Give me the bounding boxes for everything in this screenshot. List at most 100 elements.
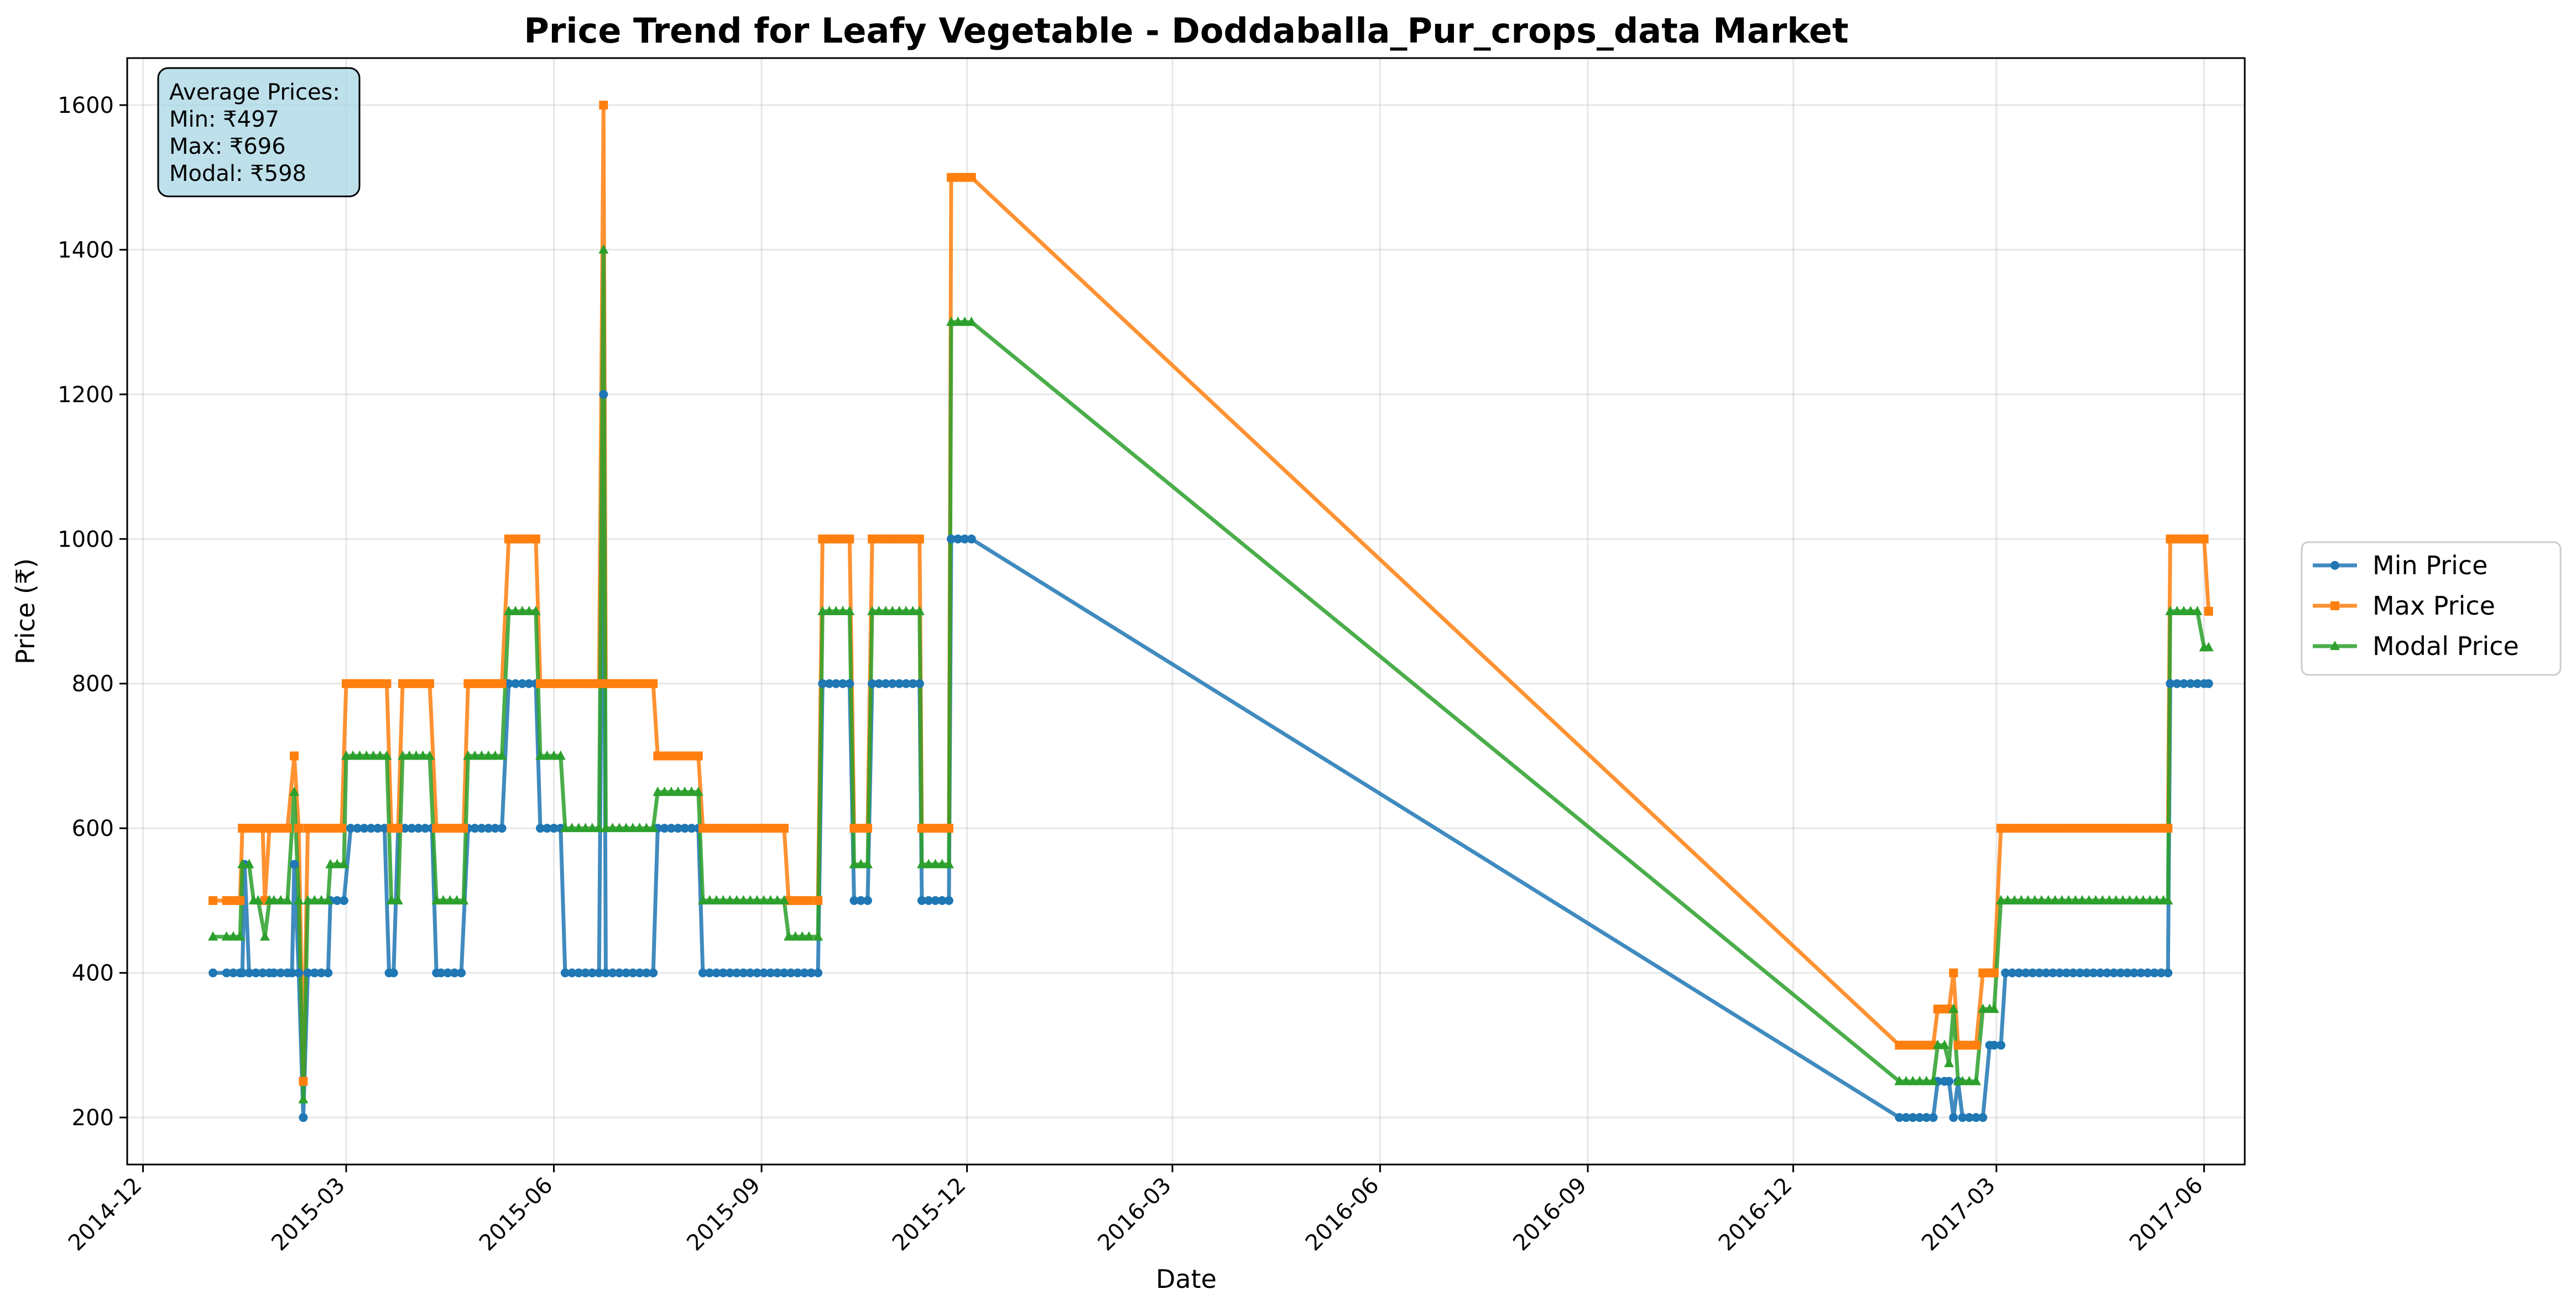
min-price-point [2028,968,2037,978]
max-price-point [628,679,638,688]
stats-modal: Modal: ₹598 [169,161,306,186]
modal-price-point [648,823,659,833]
legend-max-price-label: Max Price [2372,591,2495,621]
min-price-point [414,824,423,833]
modal-price-point [470,750,480,760]
min-price-point [622,968,631,978]
min-price-point [601,968,611,978]
max-price-point [236,896,245,905]
min-price-point [2129,968,2139,978]
max-price-point [491,679,500,688]
max-price-point [2071,824,2080,833]
min-price-point [518,679,527,688]
modal-price-point [880,606,891,615]
max-price-point [732,824,742,833]
modal-price-point [2131,895,2142,904]
modal-price-point [309,895,320,904]
stats-box-background [157,67,361,197]
min-price-point [2048,968,2058,978]
max-price-point [739,824,748,833]
max-price-point [299,1077,308,1086]
max-price-point [2152,824,2161,833]
modal-price-point [2118,895,2128,904]
modal-price-point [325,859,336,869]
max-price-point [2057,824,2067,833]
modal-price-point [673,786,684,796]
modal-price-point [221,931,232,941]
min-price-point [2172,679,2182,688]
max-price-point [382,679,392,688]
min-price-point [339,896,348,905]
min-price-point [881,679,890,688]
min-price-point [2095,968,2105,978]
stats-box: Average Prices: Min: ₹497 Max: ₹696 Moda… [157,67,361,197]
modal-price-point [738,895,749,904]
max-price-point [924,824,934,833]
max-price-point [752,824,762,833]
max-price-point [804,896,814,905]
modal-price-point [2192,606,2203,615]
modal-price-point [2186,606,2196,615]
max-price-point [2051,824,2060,833]
min-price-point [504,679,513,688]
modal-price-point [425,750,435,760]
modal-price-point [354,750,365,760]
modal-price-point [510,606,521,615]
min-price-point [2082,968,2092,978]
min-price-point [2193,679,2202,688]
min-price-point [1928,1113,1938,1122]
max-price-point [1996,824,2006,833]
max-price-point [2145,824,2155,833]
min-price-point [608,968,617,978]
min-price-point [524,679,534,688]
legend-max-price-marker [2330,601,2339,610]
min-price-point [443,968,452,978]
max-price-point [445,824,455,833]
modal-price-point [404,750,415,760]
max-price-point [531,534,540,544]
min-price-point [436,968,446,978]
max-price-point [818,534,827,544]
max-price-point [649,679,658,688]
modal-price-point [555,750,566,760]
modal-price-point [887,606,898,615]
max-price-point [251,824,260,833]
legend-min-price-label: Min Price [2372,550,2488,580]
min-price-point [228,968,238,978]
modal-price-point [517,606,528,615]
max-price-point [2064,824,2073,833]
min-price-point [366,824,376,833]
max-price-point [2078,824,2087,833]
max-price-point [405,679,414,688]
max-price-point [849,824,859,833]
y-tick-label: 600 [72,816,114,841]
min-price-point [1958,1113,1967,1122]
modal-price-point [2124,895,2135,904]
max-price-point [917,824,926,833]
min-price-point [2116,968,2125,978]
modal-price-point [542,750,552,760]
modal-price-point [628,823,638,833]
min-price-point [874,679,884,688]
modal-price-point [458,895,469,904]
max-price-point [276,824,285,833]
max-price-point [642,679,651,688]
min-price-point [2156,968,2166,978]
max-price-point [2204,607,2213,616]
max-price-point [868,534,877,544]
max-price-point [2172,534,2182,544]
max-price-point [452,824,461,833]
modal-price-point [490,750,500,760]
modal-price-point [2090,895,2101,904]
chart-title: Price Trend for Leafy Vegetable - Doddab… [524,11,1848,51]
modal-price-point [398,750,408,760]
modal-price-point [804,931,814,941]
min-price-point [901,679,911,688]
modal-price-point [2172,606,2182,615]
min-price-point [470,824,479,833]
modal-price-point [208,931,218,941]
min-price-point [549,824,559,833]
max-price-point [718,824,728,833]
min-price-point [332,896,342,905]
max-price-point [944,824,953,833]
